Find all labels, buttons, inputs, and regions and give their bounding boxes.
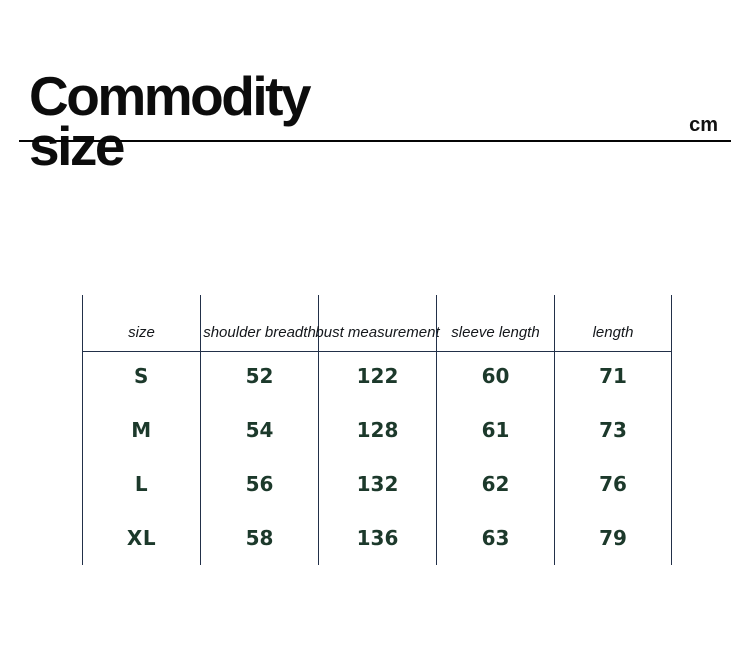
cell-l-shoulder-breadth: 56 [200,457,318,511]
column-header-size: size [82,295,200,352]
row-label-m: M [82,403,200,457]
cell-xl-shoulder-breadth: 58 [200,511,318,565]
page-title-line2: size [29,114,125,177]
row-label-xl: XL [82,511,200,565]
column-header-shoulder-breadth: shoulder breadth [200,295,318,352]
cell-s-sleeve-length: 60 [436,349,554,403]
column-header-length: length [554,295,672,352]
cell-m-shoulder-breadth: 54 [200,403,318,457]
cell-m-sleeve-length: 61 [436,403,554,457]
cell-xl-length: 79 [554,511,672,565]
cell-xl-bust-measurement: 136 [318,511,436,565]
cell-s-bust-measurement: 122 [318,349,436,403]
cell-s-length: 71 [554,349,672,403]
page-title: Commodity size [29,64,312,177]
cell-m-length: 73 [554,403,672,457]
cell-l-length: 76 [554,457,672,511]
size-table: size shoulder breadth bust measurement s… [82,295,672,565]
cell-l-bust-measurement: 132 [318,457,436,511]
column-header-sleeve-length: sleeve length [436,295,554,352]
row-label-s: S [82,349,200,403]
title-underline [19,140,731,142]
cell-s-shoulder-breadth: 52 [200,349,318,403]
cell-l-sleeve-length: 62 [436,457,554,511]
unit-label: cm [689,114,718,136]
row-label-l: L [82,457,200,511]
column-header-bust-measurement: bust measurement [315,295,440,352]
page-title-line1: Commodity [29,64,312,127]
cell-xl-sleeve-length: 63 [436,511,554,565]
cell-m-bust-measurement: 128 [318,403,436,457]
